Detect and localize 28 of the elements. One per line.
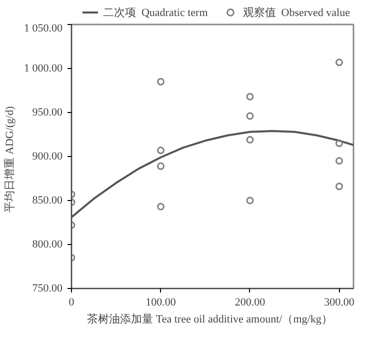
x-axis-title: 茶树油添加量 Tea tree oil additive amount/（mg/kg） xyxy=(87,312,332,326)
point xyxy=(335,140,343,148)
point xyxy=(335,58,343,66)
y-tick-label: 1 000.00 xyxy=(24,62,63,74)
y-tick-label: 850.00 xyxy=(32,194,63,206)
point xyxy=(246,196,254,204)
point xyxy=(246,112,254,120)
y-tick-label: 750.00 xyxy=(32,282,63,294)
point xyxy=(156,78,164,86)
legend-label: 二次项 Quadratic term xyxy=(102,6,208,20)
point xyxy=(156,162,164,170)
point xyxy=(335,182,343,190)
point xyxy=(156,202,164,210)
y-tick-label: 950.00 xyxy=(32,106,63,118)
y-tick-label: 800.00 xyxy=(32,238,63,250)
legend-label: 观察值 Observed value xyxy=(242,6,350,20)
x-tick-label: 200.00 xyxy=(234,296,266,308)
y-axis-title: 平均日增重 ADG/(g/d) xyxy=(3,106,16,212)
point xyxy=(246,136,254,144)
point xyxy=(335,157,343,165)
line-series xyxy=(72,130,354,218)
x-tick-label: 0 xyxy=(68,296,75,308)
x-tick-label: 100.00 xyxy=(146,296,176,308)
point xyxy=(156,146,164,154)
point xyxy=(246,92,254,100)
x-tick-label: 300.00 xyxy=(324,296,355,308)
y-tick-label: 900.00 xyxy=(32,150,63,162)
y-tick-label: 1 050.00 xyxy=(24,22,63,34)
